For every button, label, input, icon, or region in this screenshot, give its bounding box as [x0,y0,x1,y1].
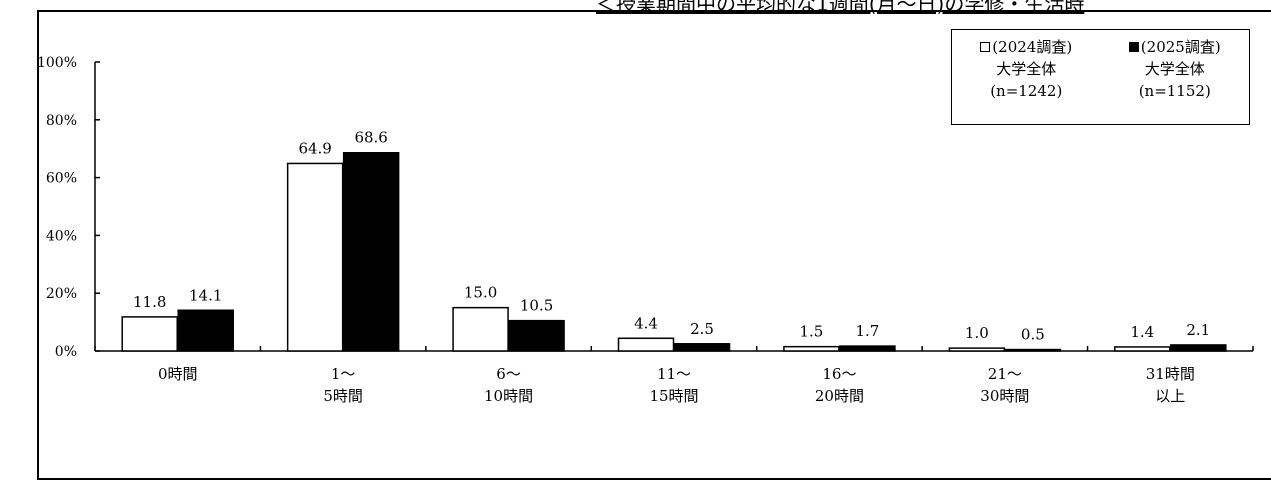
x-tick-label: 16～ [822,365,856,383]
bar-2024 [617,337,675,352]
x-tick-label: 0時間 [158,365,198,383]
y-tick-label: 100% [37,55,77,71]
bar-2025 [177,309,234,352]
legend-swatch-black [1128,42,1139,52]
data-label: 1.0 [965,324,989,342]
data-label: 2.1 [1186,321,1210,339]
bar-2024 [121,316,178,352]
bar-chart: 0% 20% 40% 60% 80% 100% 11.8 64.9 15.0 4.4 1.5 1.0 1… [37,55,1254,405]
data-label: 68.6 [354,129,387,147]
x-tick-label: 6～ [496,365,521,383]
y-tick-label: 20% [46,286,77,302]
legend-sublabel-2025: 大学全体 [1144,60,1205,78]
chart-title: ＜授業期間中の平均的な1週間(月～日)の学修・生活時 [596,0,1085,16]
legend-swatch-white [980,42,991,52]
data-label: 1.7 [855,322,879,340]
legend-label-2025: (2025調査) [1140,38,1221,56]
legend-item-2025: (2025調査) 大学全体 (n=1152) [1128,36,1221,124]
data-label: 1.4 [1130,323,1154,341]
data-label: 4.4 [634,314,658,332]
bar-2025 [342,151,400,352]
data-label: 1.5 [799,323,823,341]
bar-2024 [1114,346,1171,352]
data-label: 2.5 [690,320,714,338]
bar-2025 [1170,344,1227,352]
data-label: 15.0 [464,284,497,302]
bar-2025 [1004,348,1062,352]
x-tick-label: 31時間 [1146,365,1195,383]
y-tick-label: 40% [46,228,77,244]
legend-label-2024: (2024調査) [992,38,1073,56]
bar-2025 [673,343,731,352]
data-label: 10.5 [520,297,553,315]
bar-2024 [286,162,344,352]
bar-2025 [508,319,565,352]
x-tick-label: 11～ [657,365,691,383]
legend-item-2024: (2024調査) 大学全体 (n=1242) [980,36,1072,124]
y-tick-label: 60% [46,171,77,187]
x-tick-label: 以上 [1155,387,1185,405]
chart-legend: (2024調査) 大学全体 (n=1242) (2025調査) 大学全体 (n=… [951,29,1250,125]
bar-2024 [452,306,509,352]
bar-2024 [948,347,1006,352]
legend-n-2025: (n=1152) [1138,82,1211,100]
bar-2024 [783,345,840,352]
x-tick-label: 30時間 [980,387,1029,405]
y-tick-label: 0% [55,344,77,360]
legend-sublabel-2024: 大学全体 [996,60,1057,78]
x-tick-label: 10時間 [484,387,533,405]
data-label: 64.9 [298,139,331,157]
bar-2025 [839,345,896,352]
x-tick-label: 21～ [988,365,1022,383]
x-tick-label: 15時間 [649,387,698,405]
data-label: 14.1 [189,286,222,304]
x-tick-label: 20時間 [815,387,864,405]
y-tick-label: 80% [46,113,77,129]
legend-n-2024: (n=1242) [990,82,1063,100]
x-tick-label: 1～ [331,365,356,383]
data-label: 0.5 [1021,326,1045,344]
data-label: 11.8 [133,293,166,311]
x-tick-label: 5時間 [323,387,363,405]
